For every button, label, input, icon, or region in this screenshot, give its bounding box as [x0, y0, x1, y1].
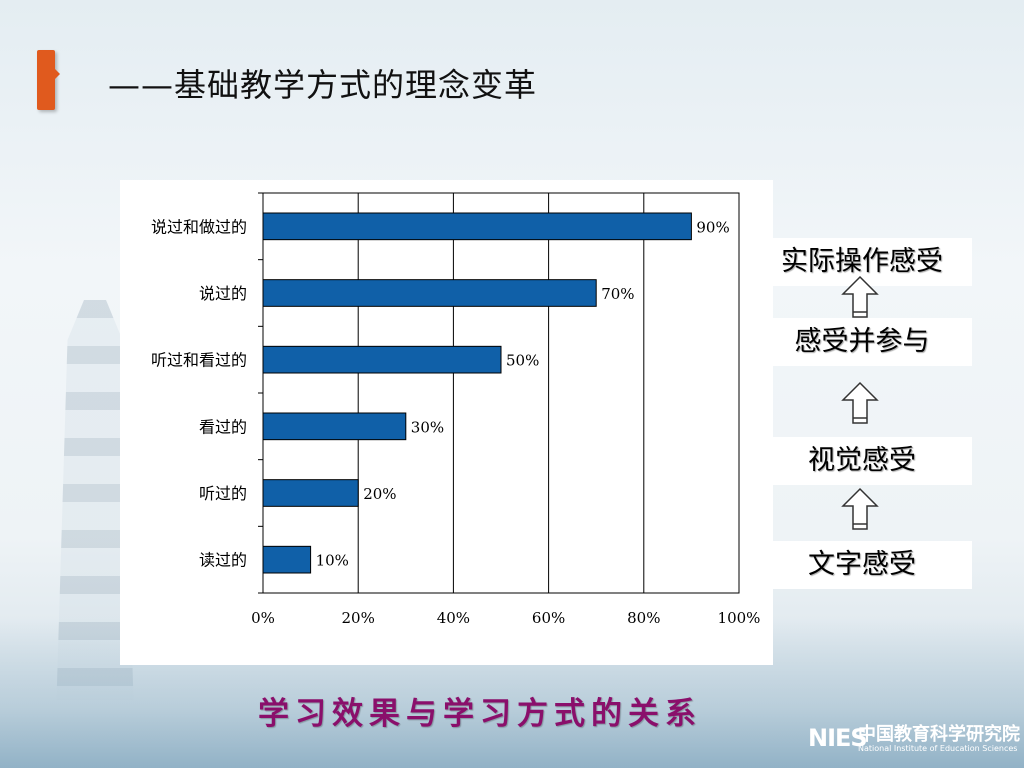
step-text: 文字感受	[752, 541, 972, 589]
nies-logo-mark: NIES	[808, 724, 868, 752]
chart-caption: 学习效果与学习方式的关系	[258, 696, 702, 732]
bar	[262, 479, 359, 507]
data-label: 70%	[601, 285, 634, 303]
x-tick-label: 100%	[718, 609, 761, 627]
nies-logo-chinese: 中国教育科学研究院	[858, 724, 1020, 745]
category-label: 听过和看过的	[151, 351, 247, 370]
bar	[262, 412, 407, 441]
x-tick-label: 20%	[342, 609, 375, 627]
title-accent-bar	[37, 50, 55, 110]
nies-logo-english: National Institute of Education Sciences	[858, 744, 1018, 753]
bar	[262, 345, 502, 374]
data-label: 20%	[363, 485, 396, 503]
bar	[262, 279, 597, 307]
category-label: 说过和做过的	[151, 217, 247, 236]
slide-title: ——基础教学方式的理念变革	[108, 66, 538, 104]
title-accent-notch	[52, 66, 60, 82]
up-arrow-icon	[840, 486, 880, 532]
data-label: 50%	[506, 352, 539, 370]
category-label: 看过的	[199, 417, 247, 436]
x-tick-label: 40%	[437, 609, 470, 627]
nies-logo: NIES 中国教育科学研究院 National Institute of Edu…	[808, 718, 1020, 758]
bar	[262, 545, 312, 574]
step-visual: 视觉感受	[752, 437, 972, 485]
category-label: 读过的	[199, 551, 247, 570]
plot-area	[262, 192, 740, 594]
learning-steps: 实际操作感受 感受并参与 视觉感受 文字感受	[752, 230, 972, 610]
bar-chart: 0% 20% 40% 60% 80% 100% 说过和做过的 90% 说过的 70% 听过和看过的 5…	[151, 192, 761, 627]
up-arrow-icon	[840, 380, 880, 426]
data-label: 10%	[316, 552, 349, 570]
x-tick-label: 80%	[627, 609, 660, 627]
chart-panel: 0% 20% 40% 60% 80% 100% 说过和做过的 90% 说过的 70% 听过和看过的 5…	[120, 180, 773, 665]
category-label: 说过的	[199, 284, 247, 303]
data-label: 30%	[411, 418, 444, 436]
data-label: 90%	[696, 218, 729, 236]
x-tick-label: 60%	[532, 609, 565, 627]
x-tick-label: 0%	[251, 609, 275, 627]
up-arrow-icon	[840, 274, 880, 320]
category-label: 听过的	[199, 484, 247, 503]
step-participate: 感受并参与	[752, 318, 972, 366]
bar	[262, 212, 692, 241]
